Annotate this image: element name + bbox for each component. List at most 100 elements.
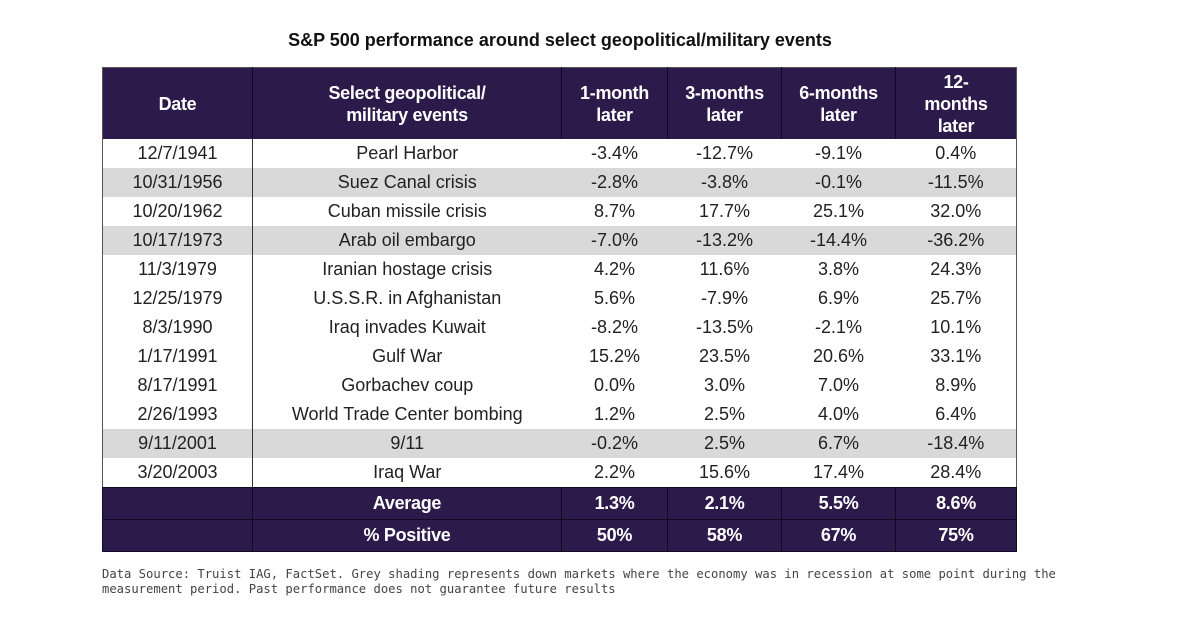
summary-label: Average: [252, 487, 562, 520]
twelve-months-cell: -18.4%: [895, 429, 1017, 458]
table-row: 8/3/1990 Iraq invades Kuwait -8.2% -13.5% -2…: [102, 313, 1017, 342]
one-month-cell: 2.2%: [593, 462, 636, 482]
table-row: 8/17/1991 Gorbachev coup 0.0% 3.0% 7.0% 8.9%: [102, 371, 1017, 400]
event-cell: Iranian hostage crisis: [322, 259, 493, 279]
three-months-cell: 2.5%: [703, 404, 746, 424]
one-month-cell: 15.2%: [588, 346, 641, 366]
table-summary: Average 1.3% 2.1% 5.5% 8.6%% Positive 50% 58% 6…: [102, 487, 1017, 552]
event-cell: 9/11: [252, 429, 562, 458]
three-months-cell: -13.2%: [667, 226, 782, 255]
date-cell: 3/20/2003: [102, 458, 253, 488]
one-month-cell: 5.6%: [593, 288, 636, 308]
event-cell: Cuban missile crisis: [327, 201, 487, 221]
header-1-month: 1-month later: [561, 67, 668, 139]
twelve-months-cell: 32.0%: [930, 201, 982, 221]
six-months-cell: -0.1%: [781, 168, 896, 197]
summary-12-months: 8.6%: [895, 487, 1017, 520]
six-months-cell: 6.9%: [817, 288, 860, 308]
one-month-cell: 8.7%: [593, 201, 636, 221]
one-month-cell: 4.2%: [593, 259, 636, 279]
event-cell: Iraq War: [373, 462, 442, 482]
six-months-cell: 4.0%: [817, 404, 860, 424]
date-cell: 12/25/1979: [102, 284, 253, 313]
header-row: Date Select geopolitical/military events…: [102, 67, 1017, 139]
three-months-cell: -12.7%: [695, 143, 754, 163]
table-title: S&P 500 performance around select geopol…: [288, 30, 832, 50]
six-months-cell: 6.7%: [781, 429, 896, 458]
summary-6-months: 67%: [781, 519, 896, 552]
twelve-months-cell: 6.4%: [935, 404, 977, 424]
one-month-cell: 1.2%: [593, 404, 636, 424]
summary-3-months: 58%: [667, 519, 782, 552]
date-cell: 8/3/1990: [102, 313, 253, 342]
one-month-cell: -3.4%: [590, 143, 639, 163]
table-row: 9/11/2001 9/11 -0.2% 2.5% 6.7% -18.4%: [102, 429, 1017, 458]
three-months-cell: 2.5%: [667, 429, 782, 458]
event-cell: Suez Canal crisis: [252, 168, 562, 197]
date-cell: 10/17/1973: [102, 226, 253, 255]
twelve-months-cell: 28.4%: [930, 462, 982, 482]
three-months-cell: 3.0%: [703, 375, 746, 395]
table-row: 10/20/1962 Cuban missile crisis 8.7% 17.7% 2…: [102, 197, 1017, 226]
twelve-months-cell: 10.1%: [930, 317, 982, 337]
event-cell: Arab oil embargo: [252, 226, 562, 255]
date-cell: 12/7/1941: [102, 139, 253, 168]
three-months-cell: 23.5%: [698, 346, 751, 366]
twelve-months-cell: 25.7%: [930, 288, 982, 308]
table-row: 10/17/1973 Arab oil embargo -7.0% -13.2% -14…: [102, 226, 1017, 255]
summary-1-month: 50%: [561, 519, 668, 552]
summary-6-months: 5.5%: [781, 487, 896, 520]
three-months-cell: 15.6%: [698, 462, 751, 482]
table-body: 12/7/1941 Pearl Harbor -3.4% -12.7% -9.1% 0.4…: [102, 139, 1017, 488]
table-row: 12/7/1941 Pearl Harbor -3.4% -12.7% -9.1% 0.4…: [102, 139, 1017, 168]
twelve-months-cell: -36.2%: [895, 226, 1017, 255]
one-month-cell: -7.0%: [561, 226, 668, 255]
date-cell: 11/3/1979: [102, 255, 253, 284]
one-month-cell: -2.8%: [561, 168, 668, 197]
three-months-cell: 17.7%: [698, 201, 751, 221]
twelve-months-cell: 0.4%: [935, 143, 977, 163]
table-row: 11/3/1979 Iranian hostage crisis 4.2% 11.6%…: [102, 255, 1017, 284]
one-month-cell: -8.2%: [590, 317, 639, 337]
twelve-months-cell: 33.1%: [930, 346, 982, 366]
six-months-cell: 20.6%: [812, 346, 865, 366]
three-months-cell: -13.5%: [695, 317, 754, 337]
table-row: 12/25/1979 U.S.S.R. in Afghanistan 5.6% -7.…: [102, 284, 1017, 313]
twelve-months-cell: 8.9%: [935, 375, 977, 395]
summary-blank-cell: [102, 519, 253, 552]
summary-12-months: 75%: [895, 519, 1017, 552]
event-cell: Gulf War: [372, 346, 443, 366]
six-months-cell: -14.4%: [781, 226, 896, 255]
three-months-cell: -3.8%: [667, 168, 782, 197]
average-row: Average 1.3% 2.1% 5.5% 8.6%: [102, 487, 1017, 520]
date-cell: 10/31/1956: [102, 168, 253, 197]
header-6-months: 6-months later: [781, 67, 896, 139]
six-months-cell: 17.4%: [812, 462, 865, 482]
table-row: 1/17/1991 Gulf War 15.2% 23.5% 20.6% 33.1%: [102, 342, 1017, 371]
header-date: Date: [102, 67, 253, 139]
summary-1-month: 1.3%: [561, 487, 668, 520]
three-months-cell: -7.9%: [700, 288, 749, 308]
twelve-months-cell: 24.3%: [930, 259, 982, 279]
six-months-cell: -9.1%: [814, 143, 863, 163]
three-months-cell: 11.6%: [699, 259, 750, 279]
header-12-months: 12- months later: [895, 67, 1017, 139]
performance-table: Date Select geopolitical/military events…: [102, 67, 1017, 552]
percent-positive-row: % Positive 50% 58% 67% 75%: [102, 519, 1017, 552]
six-months-cell: 3.8%: [817, 259, 860, 279]
one-month-cell: 0.0%: [593, 375, 636, 395]
table-row: 10/31/1956 Suez Canal crisis -2.8% -3.8% -0.…: [102, 168, 1017, 197]
date-cell: 2/26/1993: [102, 400, 253, 429]
six-months-cell: 25.1%: [812, 201, 865, 221]
event-cell: Iraq invades Kuwait: [328, 317, 486, 337]
table-row: 3/20/2003 Iraq War 2.2% 15.6% 17.4% 28.4%: [102, 458, 1017, 488]
summary-label: % Positive: [252, 519, 562, 552]
table-row: 2/26/1993 World Trade Center bombing 1.2% 2…: [102, 400, 1017, 429]
date-cell: 1/17/1991: [102, 342, 253, 371]
event-cell: World Trade Center bombing: [291, 404, 523, 424]
header-3-months: 3-months later: [667, 67, 782, 139]
date-cell: 9/11/2001: [102, 429, 253, 458]
six-months-cell: -2.1%: [814, 317, 863, 337]
six-months-cell: 7.0%: [817, 375, 860, 395]
twelve-months-cell: -11.5%: [895, 168, 1017, 197]
